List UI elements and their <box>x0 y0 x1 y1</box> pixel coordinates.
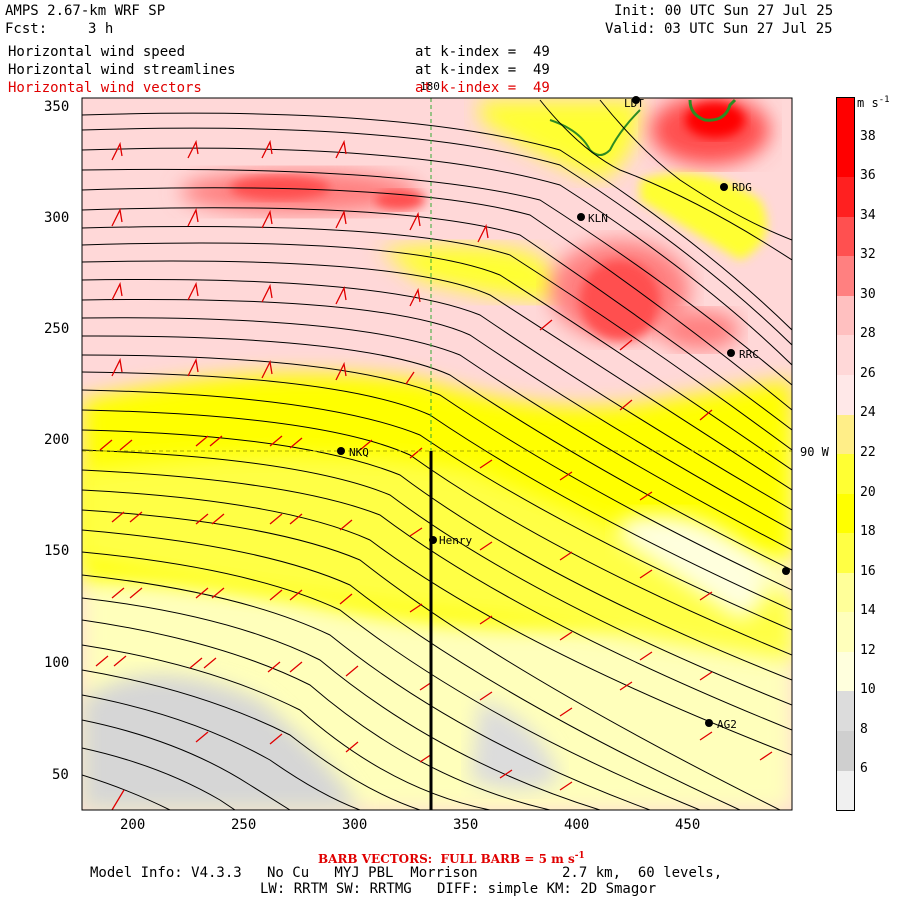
station-label-rdg: RDG <box>732 181 752 194</box>
colorbar-bin <box>837 295 854 336</box>
colorbar-bin <box>837 731 854 771</box>
colorbar-bin <box>837 335 854 375</box>
colorbar-level: 6 <box>860 761 868 777</box>
x-tick: 300 <box>342 817 368 833</box>
y-tick: 200 <box>44 432 70 448</box>
colorbar-bin <box>837 374 854 415</box>
colorbar-unit: m s-1 <box>857 95 890 110</box>
wind-speed-shading <box>82 98 792 810</box>
colorbar-level: 14 <box>860 603 876 619</box>
colorbar-level: 36 <box>860 168 876 184</box>
model-info: Model Info: V4.3.3 No Cu MYJ PBL Morriso… <box>90 865 723 881</box>
y-tick: 50 <box>52 767 69 783</box>
colorbar-bin <box>837 454 854 494</box>
colorbar-bin <box>837 256 854 296</box>
colorbar <box>836 97 855 811</box>
y-tick: 250 <box>44 321 70 337</box>
colorbar-level: 24 <box>860 405 876 421</box>
model-info-physics: LW: RRTM SW: RRTMG DIFF: simple KM: 2D S… <box>260 881 657 897</box>
colorbar-level: 38 <box>860 128 876 144</box>
colorbar-level: 26 <box>860 365 876 381</box>
colorbar-bin <box>837 177 854 217</box>
x-tick: 350 <box>453 817 479 833</box>
field-wind-vectors: Horizontal wind vectors <box>8 80 202 96</box>
x-tick: 200 <box>120 817 146 833</box>
y-tick: 350 <box>44 99 70 115</box>
colorbar-level: 20 <box>860 484 876 500</box>
forecast-label: Fcst: <box>5 21 48 37</box>
colorbar-bin <box>837 651 854 692</box>
colorbar-level: 8 <box>860 721 868 737</box>
field-wind-speed: Horizontal wind speed <box>8 44 186 60</box>
model-title: AMPS 2.67-km WRF SP <box>5 3 166 19</box>
colorbar-level: 30 <box>860 286 876 302</box>
y-tick: 300 <box>44 210 70 226</box>
colorbar-level: 28 <box>860 326 876 342</box>
forecast-hour: 3 h <box>88 21 114 37</box>
station-label-ldt: LDT <box>624 97 644 110</box>
colorbar-level: 18 <box>860 524 876 540</box>
x-tick: 250 <box>231 817 257 833</box>
colorbar-level: 16 <box>860 563 876 579</box>
level-wind-speed: at k-index = 49 <box>415 44 550 60</box>
colorbar-level: 12 <box>860 642 876 658</box>
init-time: Init: 00 UTC Sun 27 Jul 25 <box>614 3 834 19</box>
colorbar-level: 34 <box>860 207 876 223</box>
station-label-nkq: NKQ <box>349 446 369 459</box>
station-label-kln: KLN <box>588 212 608 225</box>
level-wind-vectors: at k-index = 49 <box>415 80 550 96</box>
x-tick: 400 <box>564 817 590 833</box>
colorbar-bin <box>837 98 854 138</box>
streamlines <box>82 99 792 810</box>
colorbar-bin <box>837 414 854 455</box>
valid-time: Valid: 03 UTC Sun 27 Jul 25 <box>605 21 833 37</box>
colorbar-bin <box>837 770 854 811</box>
level-streamlines: at k-index = 49 <box>415 62 550 78</box>
colorbar-level: 22 <box>860 445 876 460</box>
colorbar-bin <box>837 137 854 178</box>
colorbar-bin <box>837 493 854 534</box>
meridian-label: 180 <box>420 80 440 93</box>
station-label-rrc: RRC <box>739 348 759 361</box>
y-tick: 100 <box>44 655 70 671</box>
longitude-label: 90 W <box>800 445 829 459</box>
barb-legend: BARB VECTORS: FULL BARB = 5 m s-1 <box>318 851 585 866</box>
wind-barbs <box>95 139 773 810</box>
x-tick: 450 <box>675 817 701 833</box>
station-markers <box>337 96 790 727</box>
colorbar-level: 10 <box>860 682 876 698</box>
colorbar-level: 32 <box>860 247 876 263</box>
colorbar-bin <box>837 533 854 573</box>
colorbar-bin <box>837 612 854 652</box>
station-label-ag2: AG2 <box>717 718 737 731</box>
y-tick: 150 <box>44 543 70 559</box>
colorbar-bin <box>837 691 854 731</box>
colorbar-bin <box>837 572 854 613</box>
station-label-henry: Henry <box>439 534 473 547</box>
colorbar-bin <box>837 216 854 257</box>
field-streamlines: Horizontal wind streamlines <box>8 62 236 78</box>
